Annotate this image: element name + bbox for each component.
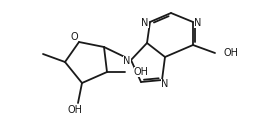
- Text: OH: OH: [224, 48, 239, 58]
- Text: N: N: [123, 56, 131, 66]
- Text: N: N: [161, 79, 169, 89]
- Text: N: N: [141, 18, 149, 28]
- Text: OH: OH: [68, 105, 83, 115]
- Text: N: N: [194, 18, 202, 28]
- Text: OH: OH: [134, 67, 149, 77]
- Text: O: O: [70, 32, 78, 42]
